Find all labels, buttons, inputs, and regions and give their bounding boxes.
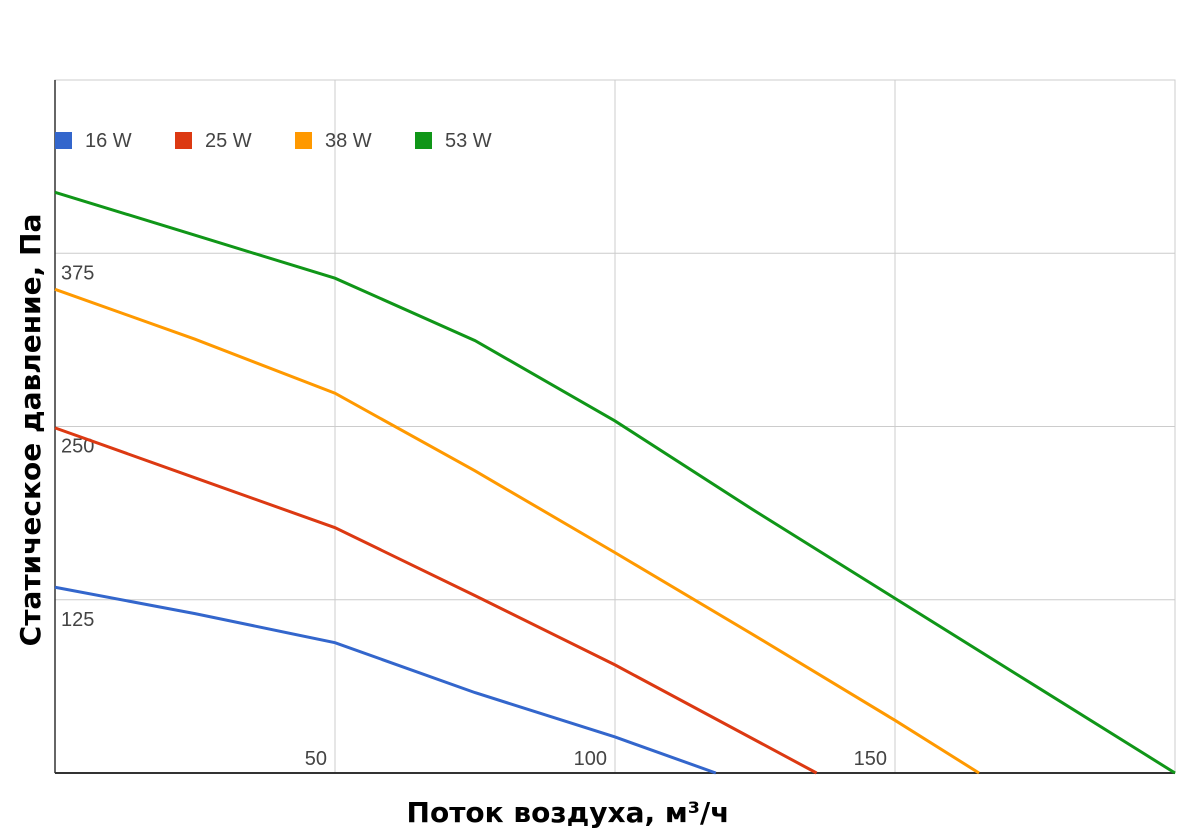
line bbox=[54, 426, 818, 775]
legend-label: 16 W bbox=[85, 130, 132, 152]
y-tick-label: 250 bbox=[61, 436, 94, 458]
line bbox=[54, 287, 980, 775]
x-axis-label: Поток воздуха, м³/ч bbox=[407, 796, 730, 829]
y-axis-label: Статическое давление, Па bbox=[14, 214, 47, 647]
x-tick-label: 100 bbox=[574, 748, 607, 770]
legend-swatch bbox=[55, 132, 72, 149]
legend-label: 53 W bbox=[445, 130, 492, 152]
legend-label: 25 W bbox=[205, 130, 252, 152]
line bbox=[54, 190, 1176, 775]
legend-swatch bbox=[295, 132, 312, 149]
line bbox=[54, 585, 717, 775]
y-tick-label: 125 bbox=[61, 609, 94, 631]
legend-swatch bbox=[415, 132, 432, 149]
x-tick-label: 50 bbox=[305, 748, 327, 770]
legend-label: 38 W bbox=[325, 130, 372, 152]
legend-swatch bbox=[175, 132, 192, 149]
y-tick-label: 375 bbox=[61, 262, 94, 284]
x-tick-label: 150 bbox=[854, 748, 887, 770]
